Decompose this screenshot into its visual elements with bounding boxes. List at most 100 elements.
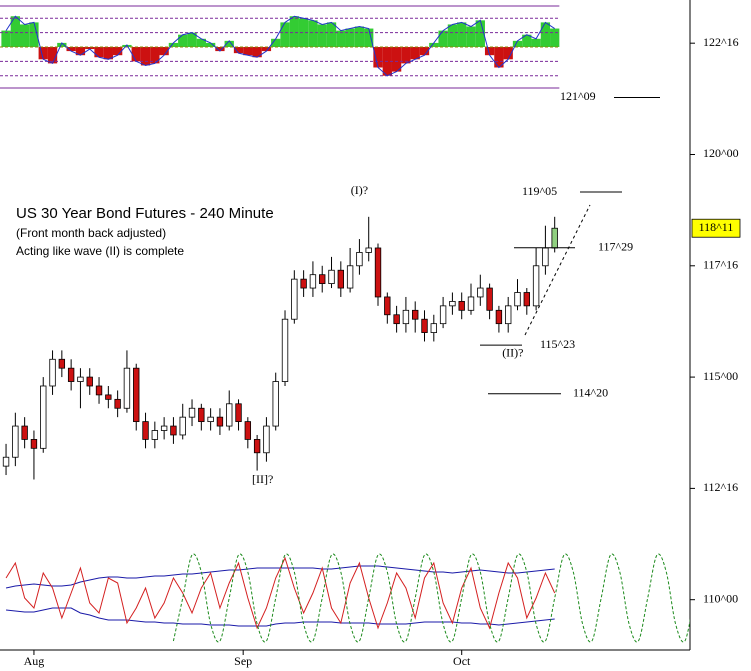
- candle-body: [356, 252, 363, 267]
- oscillator-bar: [75, 47, 86, 56]
- candle-body: [402, 309, 410, 325]
- candle-body: [86, 376, 93, 387]
- wave-label: (II)?: [502, 346, 523, 360]
- y-tick-label: 122^16: [703, 35, 739, 49]
- x-tick-label: Aug: [24, 654, 45, 668]
- oscillator-bar: [103, 47, 113, 60]
- candle-body: [226, 403, 233, 427]
- oscillator-bar: [280, 22, 290, 47]
- oscillator-bar: [159, 47, 169, 56]
- candle-body: [430, 323, 437, 333]
- oscillator-bar: [429, 42, 439, 47]
- oscillator-bar: [540, 22, 551, 47]
- plot-area: [0, 5, 690, 643]
- candle-body: [337, 269, 345, 289]
- y-tick-label: 115^00: [703, 369, 738, 383]
- candle-body: [300, 278, 307, 289]
- chart-title: US 30 Year Bond Futures - 240 Minute: [16, 205, 274, 222]
- oscillator-bar: [298, 18, 309, 47]
- oscillator-bar: [150, 47, 160, 64]
- oscillator-bar: [29, 22, 39, 47]
- candle-body: [384, 296, 391, 316]
- candle-body: [142, 421, 149, 440]
- oscillator-bar: [252, 47, 262, 58]
- candle-body: [77, 376, 84, 382]
- candle-body: [439, 305, 447, 325]
- oscillator-bar: [140, 47, 151, 66]
- candle-body: [105, 394, 112, 400]
- oscillator-bar: [317, 24, 327, 47]
- oscillator-bar: [522, 34, 532, 47]
- oscillator-bar: [336, 30, 346, 47]
- oscillator-line: [5, 15, 555, 77]
- trend-line: [524, 204, 591, 336]
- oscillator-bar: [271, 38, 281, 47]
- candle-body: [95, 385, 103, 396]
- oscillator-bar: [447, 24, 458, 47]
- oscillator-bar: [345, 28, 355, 47]
- y-tick-label: 110^00: [703, 591, 738, 605]
- candle-body: [523, 292, 530, 307]
- oscillator-bar: [215, 47, 225, 52]
- candle-body: [393, 314, 400, 325]
- candle-body: [216, 416, 224, 427]
- y-tick-label: 117^16: [703, 258, 738, 272]
- candle-body: [67, 367, 75, 382]
- oscillator-bar: [261, 47, 272, 52]
- candle-body: [30, 439, 38, 449]
- candle-body: [309, 274, 317, 289]
- candle-body: [458, 301, 465, 311]
- oscillator-bar: [438, 30, 448, 47]
- candle-body: [532, 265, 540, 307]
- oscillator-bar: [401, 47, 411, 64]
- oscillator-bar: [94, 47, 104, 58]
- oscillator-bar: [475, 20, 485, 47]
- candle-body: [179, 416, 186, 436]
- candle-body: [198, 407, 205, 423]
- candle-body: [114, 398, 121, 409]
- candle-body: [319, 274, 326, 284]
- candle-body: [467, 296, 475, 311]
- oscillator-bar: [373, 47, 383, 68]
- oscillator-bar: [38, 47, 48, 60]
- oscillator-bar: [550, 28, 560, 47]
- oscillator-bar: [112, 47, 123, 56]
- candle-body: [486, 287, 493, 311]
- oscillator-bar: [196, 38, 206, 47]
- candle-body: [328, 269, 335, 284]
- candle-body: [40, 385, 47, 449]
- oscillator-bar: [1, 30, 11, 47]
- oscillator-bar: [243, 47, 253, 56]
- candle-body: [551, 227, 558, 249]
- candle-body: [281, 318, 289, 382]
- candle-body: [346, 265, 354, 289]
- oscillator-bar: [484, 47, 495, 56]
- candle-body: [505, 305, 512, 325]
- level-label: 117^29: [598, 239, 633, 253]
- oscillator-bar: [224, 40, 234, 47]
- candle-body: [49, 358, 56, 387]
- oscillator-bar: [308, 20, 318, 47]
- oscillator-bar: [178, 34, 188, 47]
- y-tick-label: 112^16: [703, 480, 738, 494]
- candle-body: [170, 425, 177, 436]
- oscillator-bar: [168, 42, 179, 47]
- y-tick-label: 120^00: [703, 146, 739, 160]
- last-price-box: [691, 218, 741, 238]
- oscillator-bar: [187, 32, 197, 47]
- candle-body: [374, 247, 382, 298]
- candle-body: [291, 278, 298, 320]
- candle-body: [123, 367, 131, 409]
- oscillator-bar: [419, 47, 430, 56]
- oscillator-bar: [326, 22, 337, 47]
- candle-body: [188, 407, 196, 418]
- candle-body: [253, 439, 261, 454]
- oscillator-bar: [289, 16, 299, 47]
- candle-body: [21, 425, 28, 440]
- candle-body: [514, 292, 521, 307]
- oscillator-bar: [410, 47, 420, 60]
- oscillator-line: [5, 565, 555, 589]
- candle-body: [244, 421, 252, 440]
